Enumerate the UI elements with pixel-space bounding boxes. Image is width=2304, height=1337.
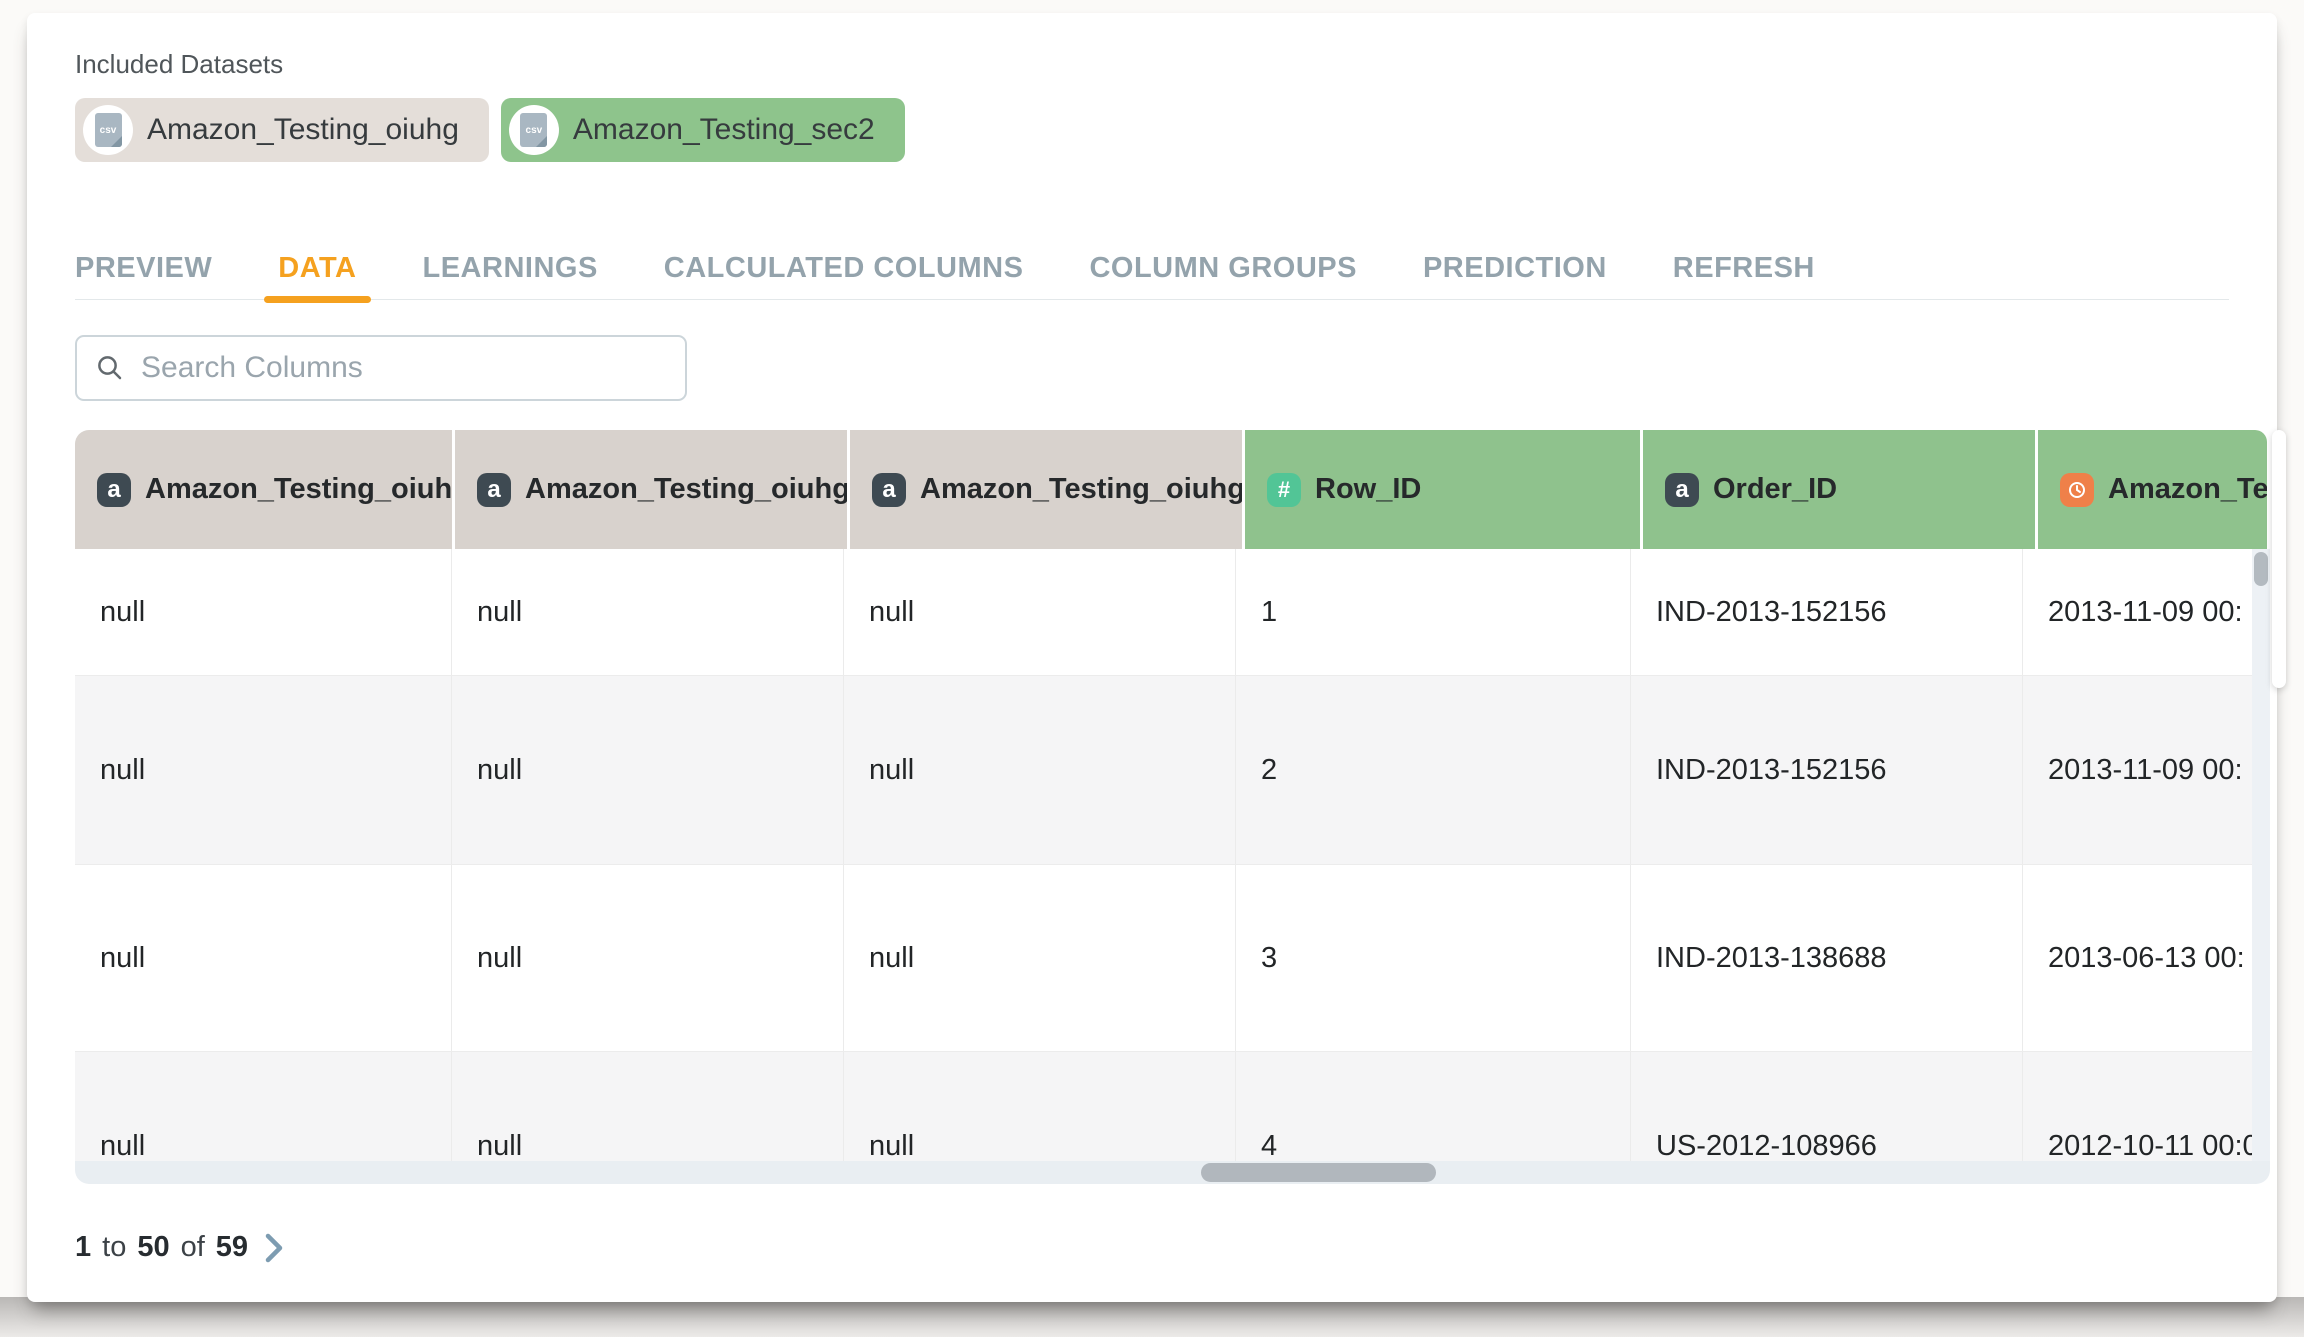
text-type-icon: a [97, 472, 131, 507]
dataset-chip-label: Amazon_Testing_oiuhg [147, 113, 459, 146]
dataset-chip-list: csv Amazon_Testing_oiuhg csv Amazon_Test… [75, 98, 905, 162]
table-row: null null null 2 IND-2013-152156 2013-11… [75, 675, 2270, 864]
table-cell: IND-2013-138688 [1631, 865, 2023, 1051]
table-cell: null [452, 549, 844, 675]
search-columns-input[interactable] [141, 351, 667, 385]
table-cell: IND-2013-152156 [1631, 549, 2023, 675]
csv-doc-label: csv [99, 124, 117, 136]
column-header-order-id[interactable]: a Order_ID [1643, 430, 2035, 549]
csv-doc-label: csv [525, 124, 543, 136]
horizontal-scrollbar[interactable] [75, 1161, 2270, 1184]
tab-refresh[interactable]: REFRESH [1672, 252, 1815, 284]
table-cell: 2 [1236, 676, 1631, 864]
text-type-icon: a [872, 472, 906, 507]
page-scrollbar-thumb[interactable] [2272, 430, 2286, 688]
pagination-total: 59 [215, 1231, 249, 1263]
vertical-scrollbar[interactable] [2252, 549, 2270, 1161]
tab-learnings[interactable]: LEARNINGS [422, 252, 598, 284]
horizontal-scrollbar-thumb[interactable] [1201, 1163, 1436, 1182]
tab-column-groups[interactable]: COLUMN GROUPS [1089, 252, 1357, 284]
table-cell: 3 [1236, 865, 1631, 1051]
column-header-label: Amazon_Testing_oiuhg_ [920, 473, 1242, 505]
table-cell: null [75, 676, 452, 864]
table-row: null null null 4 US-2012-108966 2012-10-… [75, 1051, 2270, 1161]
table-cell: 1 [1236, 549, 1631, 675]
column-header-label: Amazon_Test [2108, 473, 2267, 505]
column-header[interactable]: a Amazon_Testing_oiuhg_ [75, 430, 452, 549]
pagination: 1 to 50 of 59 [75, 1231, 285, 1264]
column-header-label: Amazon_Testing_oiuhg_ [525, 473, 847, 505]
table-cell: null [75, 865, 452, 1051]
pagination-from: 1 [75, 1231, 92, 1263]
table-cell: IND-2013-152156 [1631, 676, 2023, 864]
data-grid: a Amazon_Testing_oiuhg_ a Amazon_Testing… [75, 430, 2270, 1184]
table-cell: null [452, 1052, 844, 1161]
csv-file-icon: csv [508, 105, 559, 155]
csv-doc-shape: csv [94, 113, 122, 147]
column-header[interactable]: a Amazon_Testing_oiuhg_ [850, 430, 1242, 549]
included-datasets-label: Included Datasets [75, 49, 284, 79]
table-cell: null [452, 865, 844, 1051]
table-row: null null null 1 IND-2013-152156 2013-11… [75, 549, 2270, 675]
search-columns-box[interactable] [75, 335, 687, 401]
dataset-panel: Included Datasets csv Amazon_Testing_oiu… [27, 13, 2277, 1302]
page-bottom-edge [0, 1297, 2304, 1337]
tab-prediction[interactable]: PREDICTION [1422, 252, 1607, 284]
column-header-label: Amazon_Testing_oiuhg_ [145, 473, 452, 505]
table-cell: US-2012-108966 [1631, 1052, 2023, 1161]
table-cell: null [844, 1052, 1236, 1161]
column-header-label: Order_ID [1713, 473, 1838, 505]
table-cell: 4 [1236, 1052, 1631, 1161]
search-icon [98, 356, 122, 380]
table-cell: null [844, 549, 1236, 675]
grid-body: null null null 1 IND-2013-152156 2013-11… [75, 549, 2270, 1161]
table-cell: 2013-06-13 00: [2048, 941, 2245, 974]
text-type-icon: a [1665, 472, 1699, 507]
table-cell: 2012-10-11 00:0 [2048, 1130, 2252, 1161]
csv-file-icon: csv [83, 105, 133, 155]
column-header[interactable]: a Amazon_Testing_oiuhg_ [455, 430, 847, 549]
number-type-icon: # [1267, 472, 1301, 507]
table-cell: null [844, 676, 1236, 864]
tab-data[interactable]: DATA [264, 252, 371, 303]
csv-doc-shape: csv [520, 113, 548, 147]
table-cell: 2013-11-09 00: [2048, 753, 2243, 786]
chevron-right-icon [265, 1233, 283, 1262]
grid-header-row: a Amazon_Testing_oiuhg_ a Amazon_Testing… [75, 430, 2270, 549]
tab-calculated-columns[interactable]: CALCULATED COLUMNS [663, 252, 1024, 284]
pagination-of-word: of [180, 1231, 205, 1263]
column-header-label: Row_ID [1315, 473, 1422, 505]
table-cell: null [844, 865, 1236, 1051]
next-page-button[interactable] [263, 1233, 285, 1263]
text-type-icon: a [477, 472, 511, 507]
dataset-chip-amazon-testing-oiuhg[interactable]: csv Amazon_Testing_oiuhg [75, 98, 489, 162]
table-cell: null [75, 1052, 452, 1161]
vertical-scrollbar-thumb[interactable] [2254, 552, 2268, 586]
table-cell: null [75, 549, 452, 675]
dataset-chip-amazon-testing-sec2[interactable]: csv Amazon_Testing_sec2 [500, 98, 905, 162]
column-header-row-id[interactable]: # Row_ID [1245, 430, 1640, 549]
table-row: null null null 3 IND-2013-138688 2013-06… [75, 864, 2270, 1051]
tab-bar: PREVIEW DATA LEARNINGS CALCULATED COLUMN… [75, 252, 2229, 303]
dataset-chip-label: Amazon_Testing_sec2 [572, 113, 875, 146]
column-header-date[interactable]: Amazon_Test [2038, 430, 2267, 549]
table-cell: 2013-11-09 00: [2048, 595, 2243, 628]
table-cell: null [452, 676, 844, 864]
datetime-type-icon [2060, 472, 2094, 507]
pagination-to-word: to [102, 1231, 127, 1263]
tab-preview[interactable]: PREVIEW [75, 252, 213, 284]
pagination-to: 50 [137, 1231, 170, 1263]
